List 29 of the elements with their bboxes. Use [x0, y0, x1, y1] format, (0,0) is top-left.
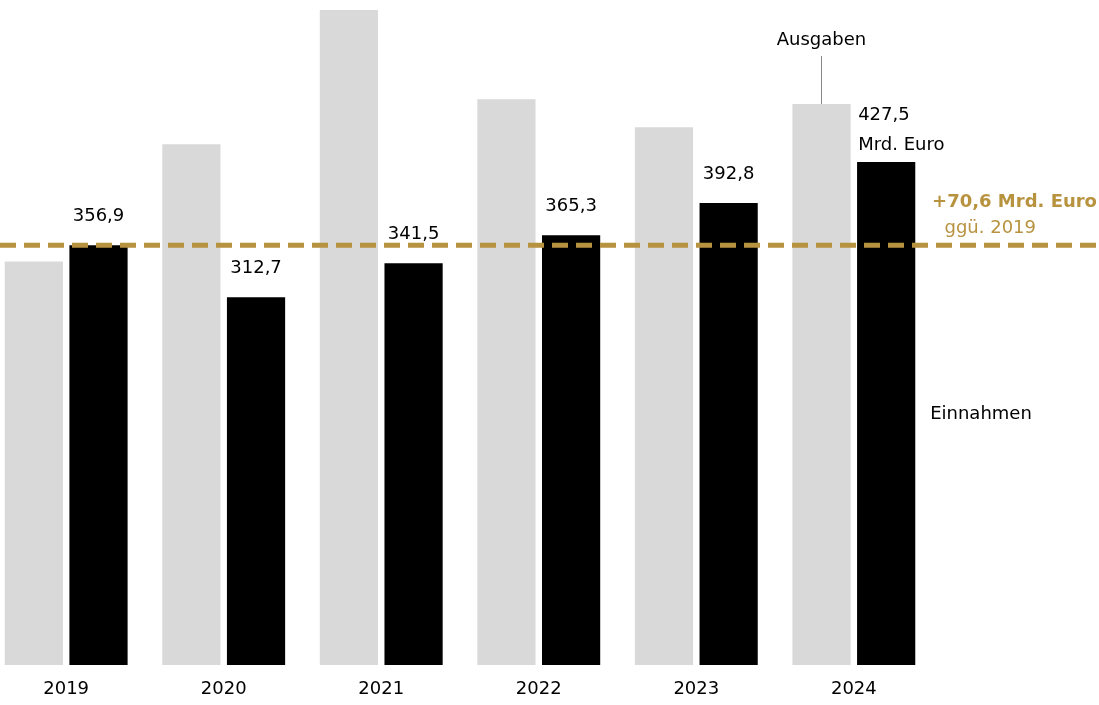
- x-tick-label: 2024: [830, 676, 877, 698]
- bar: [542, 235, 601, 665]
- x-tick-label: 2021: [358, 676, 405, 698]
- bar: [477, 99, 536, 665]
- bar: [226, 297, 286, 665]
- series-label: Einnahmen: [930, 401, 1032, 423]
- bar: [4, 261, 63, 665]
- x-tick-label: 2023: [673, 676, 720, 698]
- ref-line-label: +70,6 Mrd. Euro: [932, 190, 1097, 212]
- text: ggü. 2019: [944, 216, 1036, 238]
- bar: [162, 144, 221, 665]
- bar: [319, 10, 378, 665]
- bar: [69, 245, 128, 665]
- data-label: 356,9: [72, 204, 125, 226]
- data-label: 427,5: [858, 103, 910, 125]
- data-label: 365,3: [545, 194, 597, 216]
- bar: [384, 263, 443, 665]
- data-label: 392,8: [702, 161, 755, 183]
- text: Ausgaben: [776, 28, 867, 49]
- bar: [634, 127, 694, 665]
- x-tick-label: 2022: [515, 676, 562, 698]
- annotation: Mrd. Euro: [858, 133, 945, 155]
- x-tick-label: 2020: [200, 676, 247, 698]
- data-label: 341,5: [387, 222, 440, 244]
- bar: [857, 162, 916, 665]
- bar: [699, 202, 758, 665]
- x-tick-label: 2019: [43, 676, 90, 698]
- data-label: 312,7: [230, 256, 282, 278]
- bar: [792, 104, 851, 665]
